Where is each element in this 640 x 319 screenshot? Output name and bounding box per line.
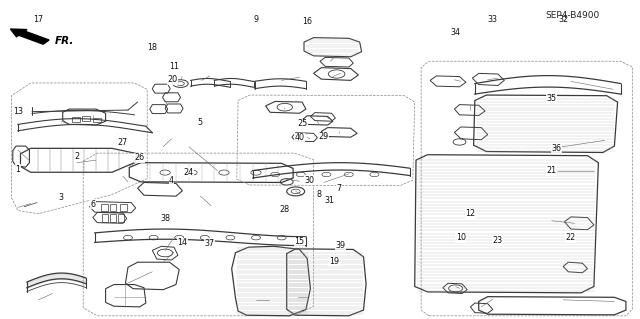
Text: 24: 24 — [184, 168, 194, 177]
Text: 26: 26 — [134, 153, 145, 162]
Text: 29: 29 — [319, 132, 329, 141]
Text: 30: 30 — [305, 176, 315, 185]
Text: 22: 22 — [566, 233, 576, 242]
Text: 21: 21 — [547, 166, 557, 175]
Text: 23: 23 — [493, 236, 503, 245]
Text: 2: 2 — [74, 152, 79, 161]
Text: 16: 16 — [302, 17, 312, 26]
Text: 34: 34 — [451, 28, 461, 37]
Text: 8: 8 — [316, 190, 321, 199]
Text: 32: 32 — [558, 15, 568, 24]
Text: 6: 6 — [90, 200, 95, 209]
Text: 25: 25 — [297, 119, 307, 128]
Text: 38: 38 — [160, 214, 170, 223]
Text: 18: 18 — [147, 43, 157, 52]
Text: 39: 39 — [335, 241, 346, 250]
Text: SEP4-B4900: SEP4-B4900 — [546, 11, 600, 20]
Text: 19: 19 — [329, 257, 339, 266]
Text: FR.: FR. — [54, 36, 74, 46]
Text: 35: 35 — [547, 94, 557, 103]
Text: 36: 36 — [552, 144, 562, 153]
Text: 9: 9 — [253, 15, 259, 24]
Text: 40: 40 — [294, 133, 305, 142]
Text: 5: 5 — [198, 118, 203, 127]
Text: 14: 14 — [177, 238, 188, 247]
Text: 10: 10 — [456, 233, 466, 242]
Text: 37: 37 — [205, 239, 215, 248]
Text: 1: 1 — [15, 165, 20, 174]
Text: 13: 13 — [13, 107, 23, 116]
Text: 31: 31 — [324, 196, 334, 205]
Text: 7: 7 — [337, 184, 342, 193]
Text: 20: 20 — [168, 75, 178, 84]
Text: 15: 15 — [294, 237, 305, 246]
Text: 12: 12 — [465, 209, 476, 218]
Text: 33: 33 — [488, 15, 498, 24]
Text: 3: 3 — [58, 193, 63, 202]
Text: 27: 27 — [118, 138, 128, 147]
Text: 28: 28 — [279, 205, 289, 214]
Text: 11: 11 — [169, 63, 179, 71]
FancyArrow shape — [10, 29, 49, 44]
Text: 17: 17 — [33, 15, 44, 24]
Text: 4: 4 — [169, 176, 174, 185]
